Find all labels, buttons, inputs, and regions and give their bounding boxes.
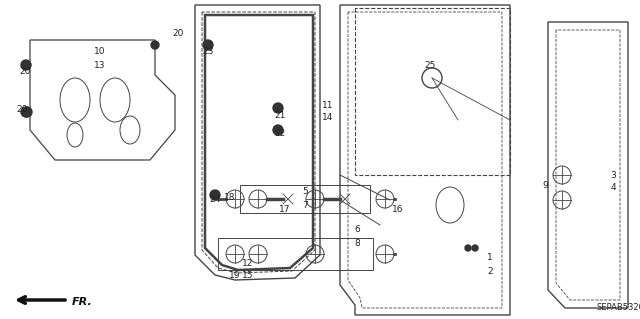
Text: 23: 23 [202, 48, 214, 56]
Circle shape [210, 190, 220, 200]
Text: 7: 7 [302, 201, 308, 210]
Text: 21: 21 [275, 110, 285, 120]
Circle shape [21, 60, 31, 70]
Text: 25: 25 [424, 61, 436, 70]
Circle shape [21, 107, 31, 117]
Text: 17: 17 [279, 205, 291, 214]
Bar [240, 185, 370, 213]
Text: FR.: FR. [72, 297, 93, 307]
Text: 3: 3 [610, 170, 616, 180]
Text: 5: 5 [302, 188, 308, 197]
Text: 14: 14 [323, 114, 333, 122]
Text: 9: 9 [542, 181, 548, 189]
Text: 20: 20 [172, 28, 184, 38]
Text: 18: 18 [224, 194, 236, 203]
Text: 2: 2 [487, 268, 493, 277]
Bar [218, 238, 373, 270]
Text: 20: 20 [16, 106, 28, 115]
Circle shape [203, 40, 213, 50]
Text: 15: 15 [243, 271, 253, 280]
Circle shape [273, 103, 283, 113]
Text: SEPAB5320: SEPAB5320 [596, 303, 640, 313]
Text: 11: 11 [323, 100, 333, 109]
Text: 19: 19 [229, 271, 241, 279]
Text: 4: 4 [610, 183, 616, 192]
Text: 1: 1 [487, 254, 493, 263]
Circle shape [472, 245, 478, 251]
Text: 22: 22 [275, 129, 285, 137]
Text: 8: 8 [354, 239, 360, 248]
Text: 16: 16 [392, 205, 404, 214]
Text: 13: 13 [94, 61, 106, 70]
Text: 10: 10 [94, 48, 106, 56]
Text: 12: 12 [243, 258, 253, 268]
Circle shape [22, 107, 32, 117]
Circle shape [273, 125, 283, 135]
Text: 20: 20 [19, 68, 31, 77]
Text: 24: 24 [209, 196, 221, 204]
Circle shape [151, 41, 159, 49]
Circle shape [465, 245, 471, 251]
Text: 6: 6 [354, 226, 360, 234]
